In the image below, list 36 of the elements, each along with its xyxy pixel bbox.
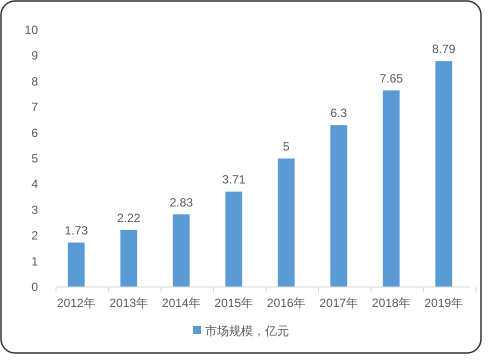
bar <box>120 230 138 287</box>
y-tick-label: 8 <box>31 74 38 88</box>
y-tick-label: 3 <box>31 202 38 217</box>
data-label: 3.71 <box>222 172 246 187</box>
x-tick-label: 2018年 <box>372 296 411 310</box>
bar <box>435 61 452 287</box>
y-tick-label: 5 <box>31 152 38 166</box>
y-tick-label: 10 <box>24 23 38 37</box>
x-tick-label: 2016年 <box>266 296 306 310</box>
data-label: 7.65 <box>380 71 404 86</box>
data-label: 6.3 <box>330 106 348 120</box>
legend-label: 市场规模，亿元 <box>205 324 289 338</box>
y-tick-label: 7 <box>31 100 38 114</box>
x-tick-label: 2019年 <box>424 296 464 310</box>
y-tick-label: 9 <box>31 48 38 63</box>
data-label: 5 <box>282 140 290 154</box>
x-tick-label: 2014年 <box>162 296 201 310</box>
bar <box>278 158 295 287</box>
y-tick-label: 2 <box>31 228 38 243</box>
y-tick-label: 0 <box>31 280 38 294</box>
bar <box>172 214 190 287</box>
x-tick-label: 2017年 <box>319 296 358 310</box>
data-label: 1.73 <box>64 224 88 238</box>
bar <box>330 125 348 287</box>
y-tick-label: 4 <box>31 177 38 192</box>
bar <box>382 90 400 287</box>
x-tick-label: 2015年 <box>214 296 254 310</box>
data-label: 2.83 <box>170 195 194 210</box>
x-tick-label: 2013年 <box>109 296 148 310</box>
bar <box>68 242 85 287</box>
data-label: 8.79 <box>432 42 456 56</box>
x-tick-label: 2012年 <box>56 296 96 310</box>
y-tick-label: 1 <box>31 254 38 268</box>
y-tick-label: 6 <box>31 126 38 140</box>
bar <box>225 192 242 287</box>
data-label: 2.22 <box>117 210 141 225</box>
